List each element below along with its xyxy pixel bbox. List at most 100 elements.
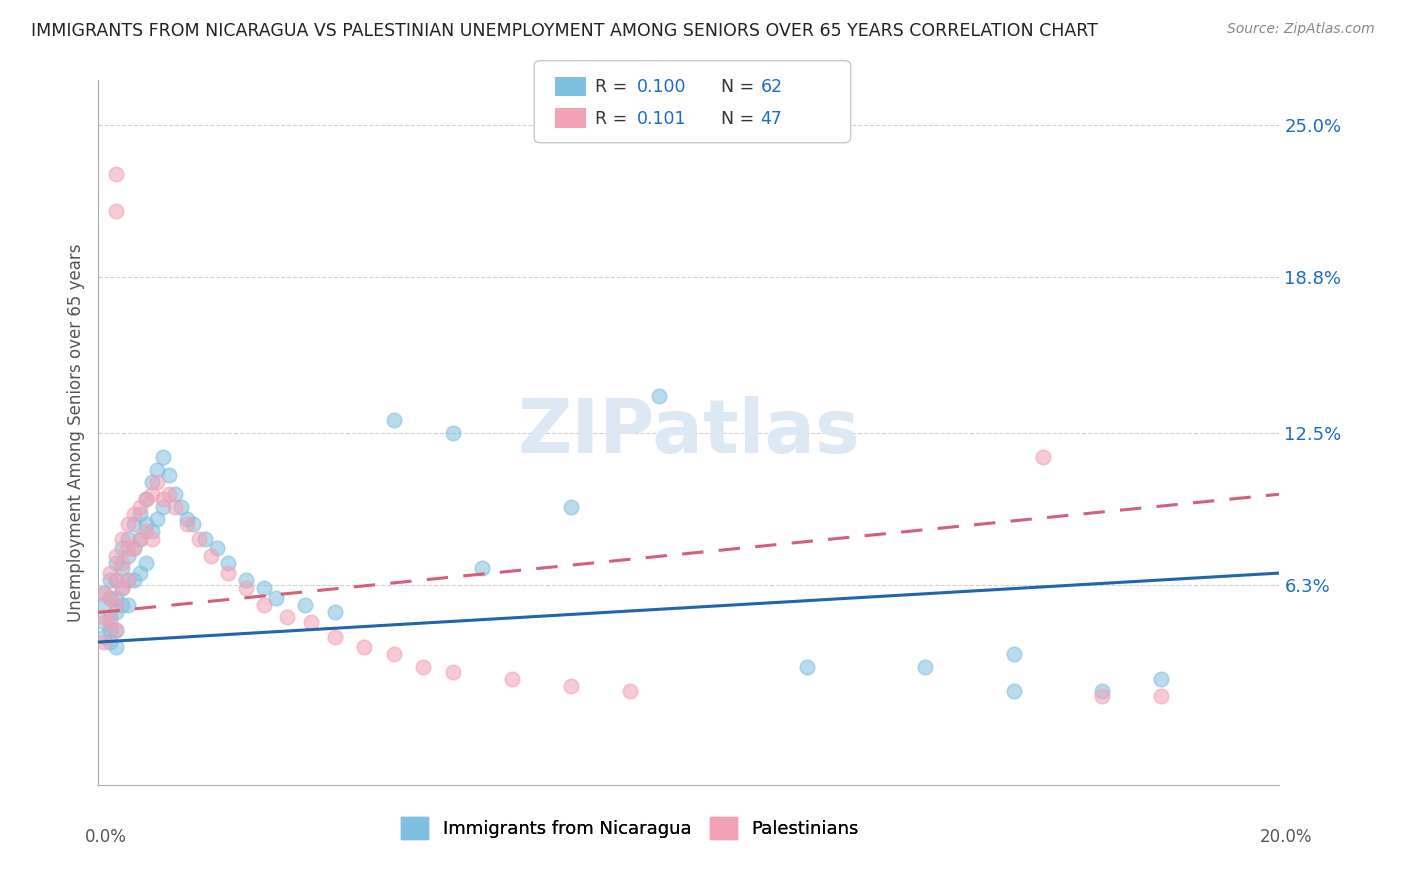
Point <box>170 500 193 514</box>
Point <box>98 610 121 624</box>
Y-axis label: Unemployment Among Seniors over 65 years: Unemployment Among Seniors over 65 years <box>66 244 84 622</box>
Point <box>117 541 139 556</box>
Point <box>135 492 157 507</box>
Point <box>128 500 150 514</box>
Point <box>98 591 121 605</box>
Point <box>187 532 209 546</box>
Text: IMMIGRANTS FROM NICARAGUA VS PALESTINIAN UNEMPLOYMENT AMONG SENIORS OVER 65 YEAR: IMMIGRANTS FROM NICARAGUA VS PALESTINIAN… <box>31 22 1098 40</box>
Point <box>1091 690 1114 704</box>
Point <box>105 549 128 563</box>
Point <box>165 487 187 501</box>
Point <box>382 413 405 427</box>
Text: 20.0%: 20.0% <box>1260 828 1313 846</box>
Point <box>111 532 134 546</box>
Text: N =: N = <box>721 110 761 128</box>
Point <box>165 500 187 514</box>
Point <box>441 425 464 440</box>
Text: R =: R = <box>595 78 633 95</box>
Point <box>105 574 128 588</box>
Point <box>441 665 464 679</box>
Point <box>276 610 298 624</box>
Point <box>471 561 494 575</box>
Point <box>135 516 157 531</box>
Point <box>111 556 134 570</box>
Text: 0.101: 0.101 <box>637 110 686 128</box>
Point <box>122 541 145 556</box>
Point <box>135 556 157 570</box>
Point <box>105 606 128 620</box>
Point <box>135 524 157 538</box>
Point <box>914 659 936 673</box>
Point <box>105 623 128 637</box>
Point <box>412 659 434 673</box>
Point <box>560 680 582 694</box>
Point <box>253 581 276 595</box>
Point <box>1002 648 1025 662</box>
Point <box>299 615 322 630</box>
Point <box>105 574 128 588</box>
Point <box>200 549 222 563</box>
Point <box>105 640 128 654</box>
Point <box>294 598 316 612</box>
Point <box>382 648 405 662</box>
Text: 47: 47 <box>761 110 783 128</box>
Text: R =: R = <box>595 110 638 128</box>
Point <box>619 684 641 698</box>
Point <box>1032 450 1054 465</box>
Text: 0.100: 0.100 <box>637 78 686 95</box>
Point <box>128 532 150 546</box>
Point <box>323 630 346 644</box>
Point <box>122 574 145 588</box>
Point <box>205 541 228 556</box>
Point <box>152 450 174 465</box>
Point <box>194 532 217 546</box>
Point <box>146 512 169 526</box>
Point <box>217 556 239 570</box>
Point <box>105 203 128 218</box>
Point <box>98 591 121 605</box>
Point <box>146 462 169 476</box>
Point <box>98 615 121 630</box>
Point <box>93 635 115 649</box>
Point <box>93 630 115 644</box>
Point <box>105 556 128 570</box>
Point <box>181 516 204 531</box>
Point <box>111 581 134 595</box>
Point <box>117 532 139 546</box>
Point <box>98 566 121 580</box>
Point <box>111 561 134 575</box>
Point <box>217 566 239 580</box>
Point <box>353 640 375 654</box>
Point <box>1150 672 1173 686</box>
Point <box>122 541 145 556</box>
Point <box>111 598 134 612</box>
Point <box>648 389 671 403</box>
Point <box>501 672 523 686</box>
Point <box>235 581 257 595</box>
Point <box>152 500 174 514</box>
Point <box>141 524 163 538</box>
Point <box>141 487 163 501</box>
Point <box>146 475 169 489</box>
Point <box>128 532 150 546</box>
Point <box>105 598 128 612</box>
Point <box>235 574 257 588</box>
Text: ZIPatlas: ZIPatlas <box>517 396 860 469</box>
Point <box>152 492 174 507</box>
Point <box>117 598 139 612</box>
Point <box>122 516 145 531</box>
Point <box>98 574 121 588</box>
Point <box>111 541 134 556</box>
Legend: Immigrants from Nicaragua, Palestinians: Immigrants from Nicaragua, Palestinians <box>394 810 866 847</box>
Point <box>176 516 198 531</box>
Point <box>1002 684 1025 698</box>
Point <box>122 507 145 521</box>
Point <box>105 623 128 637</box>
Point <box>93 610 115 624</box>
Point <box>128 566 150 580</box>
Point <box>157 467 180 482</box>
Point <box>128 507 150 521</box>
Point <box>105 591 128 605</box>
Point <box>105 167 128 181</box>
Point <box>117 549 139 563</box>
